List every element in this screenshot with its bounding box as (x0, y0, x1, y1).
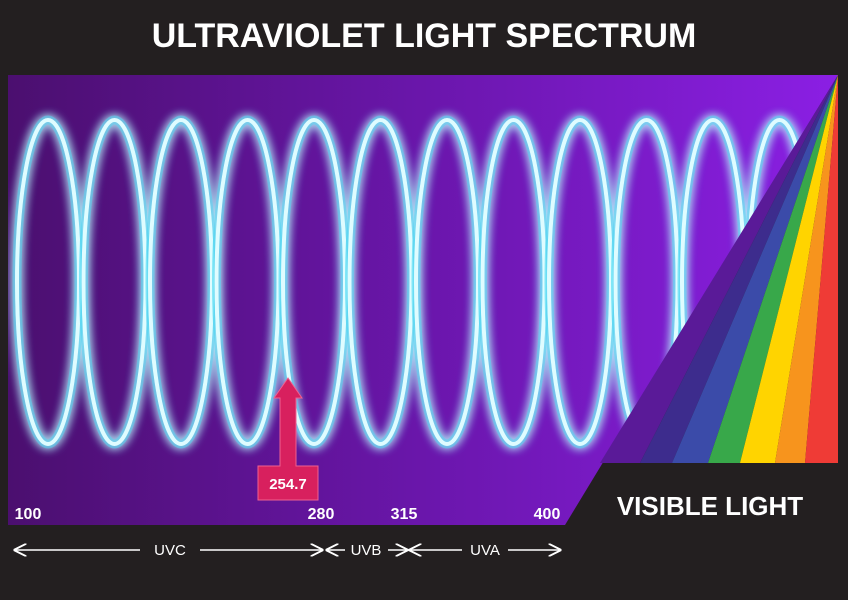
scale-label: 315 (391, 506, 418, 523)
marker-label: 254.7 (269, 476, 307, 493)
visible-label: VISIBLE LIGHT (617, 491, 803, 521)
scale-label: 280 (308, 506, 335, 523)
scale-label: 400 (534, 506, 561, 523)
band-label: UVC (154, 542, 186, 559)
waves (12, 115, 815, 449)
scale-label: 100 (15, 506, 42, 523)
band-label: UVA (470, 542, 500, 559)
marker-arrow (257, 377, 319, 501)
title: ULTRAVIOLET LIGHT SPECTRUM (152, 17, 697, 55)
rainbow (600, 75, 838, 463)
band-label: UVB (351, 542, 382, 559)
